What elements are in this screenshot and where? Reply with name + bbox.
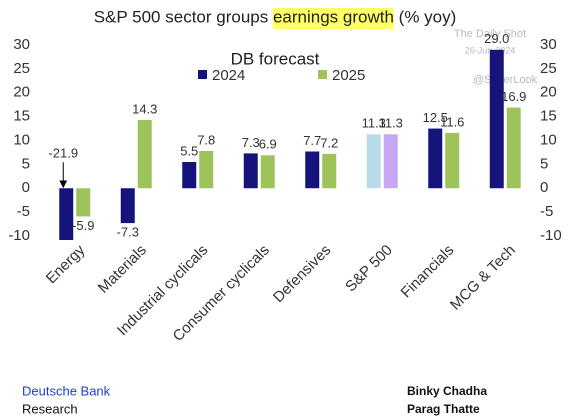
bar [489,49,504,189]
subtitle: DB forecast [231,49,320,68]
chart-title-part: earnings growth [273,7,394,26]
value-label: 14.3 [132,101,157,116]
watermark: The Daily Shot [454,28,526,40]
value-label: 7.7 [303,133,321,148]
value-label: 11.3 [362,116,386,131]
y-tick-label: 15 [13,108,30,125]
y-tick-label: -5 [17,203,30,220]
value-label: 16.9 [501,89,526,104]
x-tick-label: S&P 500 [342,242,396,296]
bar [506,107,521,189]
legend-label: 2024 [212,67,245,84]
value-label: -7.3 [117,225,139,240]
value-label: 6.9 [259,137,277,152]
bars [59,49,521,240]
y2-tick-label: 10 [540,131,557,148]
legend-swatch [198,70,207,79]
bar [120,188,135,224]
footer-text: Research [22,401,78,416]
value-label: 29.0 [484,31,509,46]
y2-tick-label: 25 [540,60,557,77]
value-label: 7.8 [197,132,215,147]
bar [366,134,381,189]
bar [383,134,398,189]
y-tick-label: 5 [22,155,30,172]
value-label: 12.5 [423,110,448,125]
x-tick-label: MCG & Tech [447,242,519,314]
y2-tick-label: 20 [540,84,557,101]
bar [182,161,197,189]
x-tick-label: Energy [43,241,89,287]
y2-tick-label: 5 [540,155,548,172]
value-label: 7.3 [242,135,260,150]
chart-title: S&P 500 sector groups earnings growth (%… [94,7,456,29]
bar [137,119,152,189]
bar [199,151,214,189]
y-tick-label: -10 [8,227,30,244]
y-tick-label: 30 [13,36,30,53]
y2-tick-label: -5 [540,203,553,220]
bar [445,132,460,189]
value-label: -5.9 [72,218,94,233]
footer-text: Parag Thatte [407,402,480,416]
legend-label: 2025 [332,67,365,84]
bar [305,151,320,189]
x-tick-label: Materials [95,242,150,297]
bar [243,153,258,189]
value-label: 7.2 [320,135,338,150]
chart-title-part: (% yoy) [394,7,456,26]
bar [59,188,74,240]
watermark: @SoberLook [473,74,538,86]
bar [260,155,275,189]
value-label: 5.5 [180,143,198,158]
x-tick-label: Defensives [270,242,334,306]
footer-text: Deutsche Bank [22,383,111,398]
y-tick-label: 25 [13,60,30,77]
y-tick-label: 20 [13,84,30,101]
y-tick-label: 0 [22,179,30,196]
y2-tick-label: 0 [540,179,548,196]
value-label: -21.9 [48,146,78,161]
y2-tick-label: 30 [540,36,557,53]
footer-text: Binky Chadha [407,384,487,398]
y2-tick-label: -10 [540,227,562,244]
title-highlight [272,8,394,29]
x-tick-label: Financials [398,242,458,302]
y-tick-label: 10 [13,131,30,148]
legend-swatch [318,70,327,79]
bar [428,128,443,189]
value-label: 11.6 [440,114,464,129]
bar [322,153,337,189]
chart-title-part: S&P 500 sector groups [94,7,273,26]
value-label: 11.3 [379,116,403,131]
y2-tick-label: 15 [540,108,557,125]
bar [76,188,91,217]
